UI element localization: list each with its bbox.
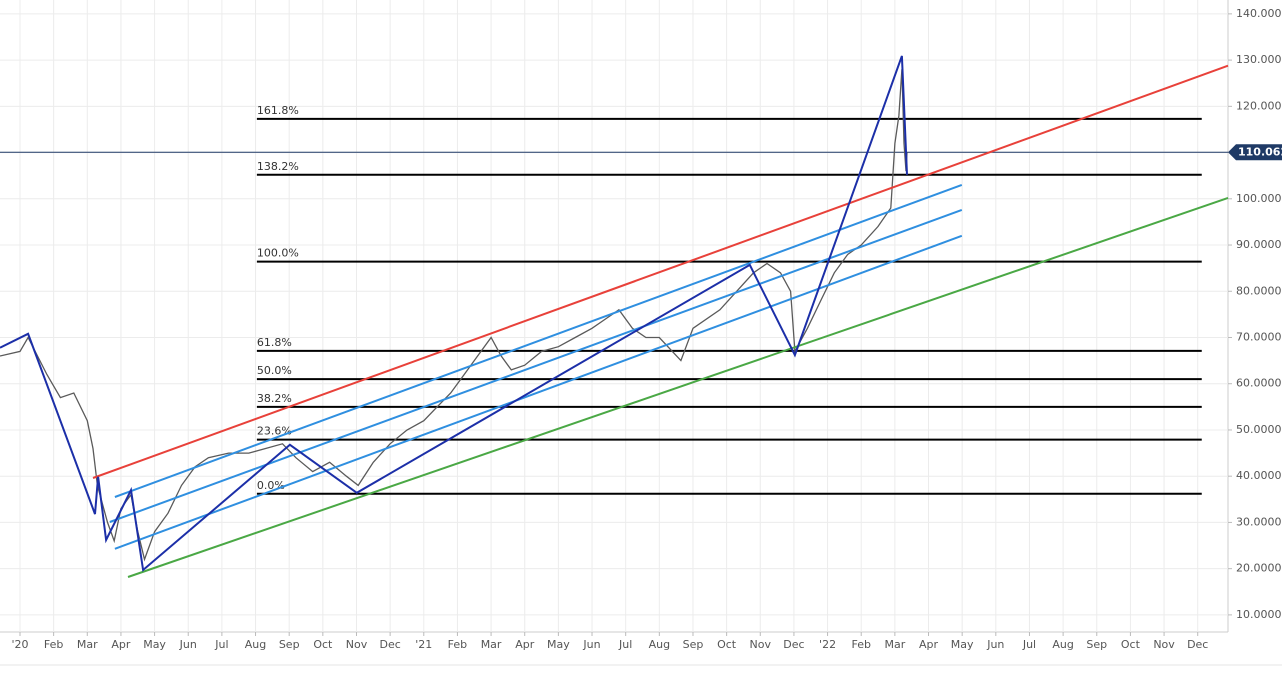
x-tick-label: Sep xyxy=(1086,638,1107,651)
x-tick-label: Oct xyxy=(1121,638,1141,651)
x-tick-label: Apr xyxy=(111,638,131,651)
trendline xyxy=(114,234,963,550)
price-tag xyxy=(1228,144,1282,161)
y-tick-label: 80.0000 xyxy=(1236,284,1282,297)
fib-label: 0.0% xyxy=(257,479,285,492)
x-tick-label: May xyxy=(547,638,570,651)
y-tick-label: 100.0000 xyxy=(1236,192,1282,205)
fib-label: 100.0% xyxy=(257,247,299,260)
x-tick-label: Jul xyxy=(214,638,228,651)
trendline xyxy=(0,55,908,572)
trendline xyxy=(114,183,963,498)
x-tick-label: Dec xyxy=(1187,638,1208,651)
x-tick-label: Oct xyxy=(313,638,333,651)
x-tick-label: Jun xyxy=(582,638,600,651)
fib-label: 161.8% xyxy=(257,104,299,117)
x-tick-label: '20 xyxy=(11,638,28,651)
y-tick-label: 130.0000 xyxy=(1236,53,1282,66)
x-tick-label: Jun xyxy=(179,638,197,651)
trendline xyxy=(109,208,963,523)
y-tick-label: 60.0000 xyxy=(1236,377,1282,390)
x-tick-label: Nov xyxy=(1153,638,1175,651)
x-tick-label: May xyxy=(951,638,974,651)
price-tag-label: 110.0620 xyxy=(1238,145,1282,158)
x-tick-label: Jul xyxy=(618,638,632,651)
x-tick-label: '21 xyxy=(415,638,432,651)
y-tick-label: 120.0000 xyxy=(1236,99,1282,112)
x-tick-label: May xyxy=(143,638,166,651)
x-tick-label: Dec xyxy=(379,638,400,651)
x-tick-label: Feb xyxy=(44,638,63,651)
x-tick-label: Apr xyxy=(515,638,535,651)
trendline xyxy=(92,64,1229,479)
trendline xyxy=(127,196,1229,578)
x-tick-label: '22 xyxy=(819,638,836,651)
x-tick-label: Feb xyxy=(448,638,467,651)
x-tick-label: Nov xyxy=(750,638,772,651)
fib-label: 23.6% xyxy=(257,425,292,438)
x-tick-label: Nov xyxy=(346,638,368,651)
fib-label: 38.2% xyxy=(257,392,292,405)
x-tick-label: Mar xyxy=(481,638,502,651)
y-tick-label: 10.0000 xyxy=(1236,608,1282,621)
y-tick-label: 20.0000 xyxy=(1236,562,1282,575)
x-tick-label: Aug xyxy=(245,638,266,651)
x-tick-label: Mar xyxy=(77,638,98,651)
x-tick-label: Mar xyxy=(884,638,905,651)
x-tick-label: Dec xyxy=(783,638,804,651)
y-tick-label: 70.0000 xyxy=(1236,330,1282,343)
x-tick-label: Jul xyxy=(1022,638,1036,651)
x-tick-label: Apr xyxy=(919,638,939,651)
x-tick-label: Aug xyxy=(1052,638,1073,651)
x-tick-label: Sep xyxy=(279,638,300,651)
fib-label: 138.2% xyxy=(257,160,299,173)
x-tick-label: Aug xyxy=(649,638,670,651)
y-tick-label: 40.0000 xyxy=(1236,469,1282,482)
x-tick-label: Feb xyxy=(851,638,870,651)
fib-label: 50.0% xyxy=(257,364,292,377)
y-tick-label: 30.0000 xyxy=(1236,515,1282,528)
x-tick-label: Oct xyxy=(717,638,737,651)
y-tick-label: 90.0000 xyxy=(1236,238,1282,251)
x-tick-label: Sep xyxy=(683,638,704,651)
fib-label: 61.8% xyxy=(257,336,292,349)
y-tick-label: 50.0000 xyxy=(1236,423,1282,436)
y-tick-label: 140.0000 xyxy=(1236,7,1282,20)
x-tick-label: Jun xyxy=(986,638,1004,651)
